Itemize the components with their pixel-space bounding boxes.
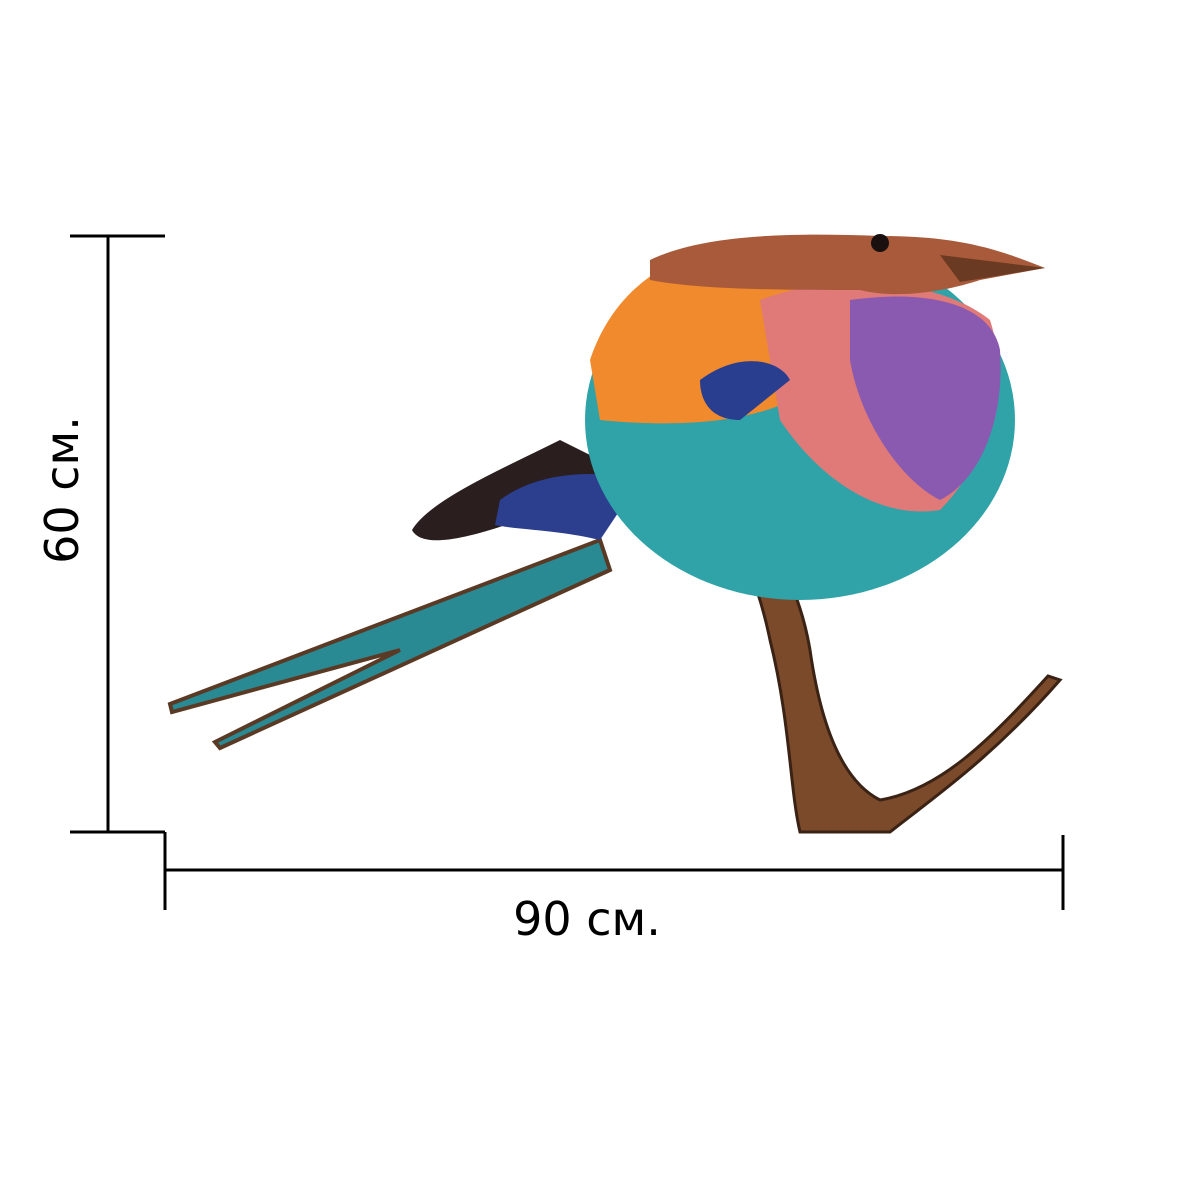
dimension-lines <box>70 234 1065 910</box>
head <box>650 234 1045 295</box>
tail <box>167 537 613 751</box>
width-label: 90 см. <box>513 892 661 946</box>
bird-illustration <box>167 234 1063 834</box>
branch <box>712 498 1063 834</box>
height-label: 60 см. <box>35 416 89 564</box>
beak <box>940 255 1045 282</box>
wing-patch <box>700 361 790 420</box>
eye <box>871 234 889 252</box>
breast-lilac <box>850 296 1001 500</box>
